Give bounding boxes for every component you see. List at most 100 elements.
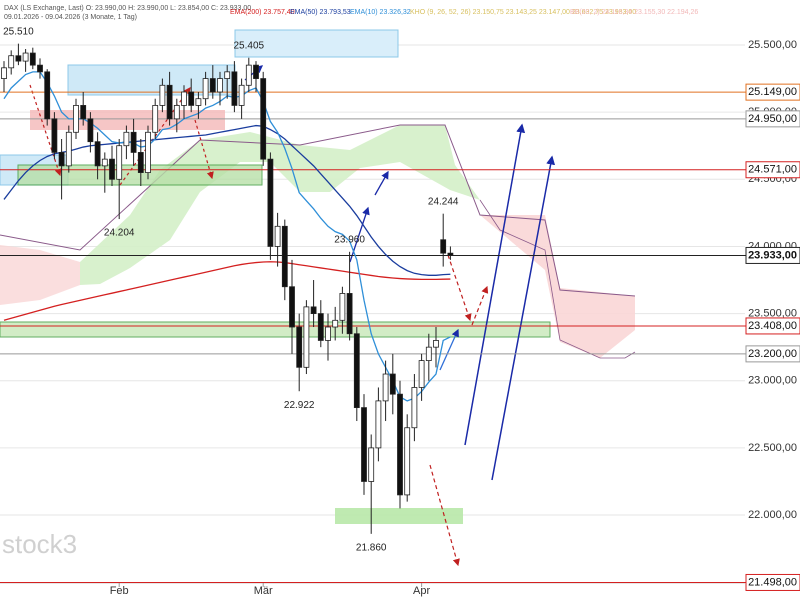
candle-body <box>238 84 245 106</box>
x-tick-label: Mär <box>254 585 273 597</box>
y-tick-label: 22.500,00 <box>748 442 797 454</box>
level-label: 24.950,00 <box>748 113 797 125</box>
candle-body <box>137 152 144 173</box>
arrow <box>349 206 370 263</box>
arrow <box>439 328 459 371</box>
candle-body <box>87 118 94 143</box>
level-label: 23.933,00 <box>748 249 797 261</box>
level-label: 21.498,00 <box>748 576 797 588</box>
annotation: 25.510 <box>3 26 34 37</box>
legend-item: EMA(50) 23.793,53 <box>290 9 351 16</box>
candle-body <box>145 131 151 173</box>
candle-body <box>361 407 367 482</box>
level-box <box>745 246 800 264</box>
cloud-green <box>80 125 480 285</box>
candle-body <box>217 78 223 93</box>
candle-body <box>58 152 65 167</box>
candle-body <box>94 141 101 167</box>
candle-body <box>425 346 432 361</box>
candle-body <box>209 78 216 93</box>
candle-body <box>181 91 187 106</box>
candle-body <box>166 84 173 120</box>
candle-body <box>411 387 418 429</box>
cloud-red <box>480 215 635 358</box>
candle-body <box>404 427 411 496</box>
candle-body <box>51 118 58 153</box>
candle-body <box>195 98 202 106</box>
candle-body <box>22 52 29 62</box>
candle-body <box>202 78 209 100</box>
arrow <box>119 87 191 186</box>
candle-body <box>8 55 15 69</box>
candle-body <box>433 340 439 348</box>
arrow <box>374 170 389 196</box>
arrow <box>491 155 556 481</box>
level-label: 23.200,00 <box>748 348 797 360</box>
annotation: 21.860 <box>356 542 387 553</box>
zone-blue <box>234 29 399 58</box>
candle-body <box>281 225 288 288</box>
decor <box>0 29 636 567</box>
candle-body <box>123 131 130 147</box>
annotation: 22.922 <box>284 400 315 411</box>
ema-line <box>3 261 451 321</box>
level-label: 24.571,00 <box>748 164 797 176</box>
arrow <box>29 84 62 177</box>
level-box <box>745 345 800 363</box>
candle-body <box>382 373 389 402</box>
candle-body <box>152 105 159 133</box>
candle-body <box>245 64 252 86</box>
legend-item: EMA(200) 23.757,40 <box>230 9 295 16</box>
watermark: stock3 <box>2 529 77 559</box>
candle-body <box>260 78 267 160</box>
candle-body <box>353 333 360 409</box>
candle-body <box>303 306 310 368</box>
candle-body <box>80 105 87 120</box>
arrow <box>429 464 460 567</box>
candle-body <box>224 71 231 79</box>
candle-body <box>346 293 353 335</box>
x-tick-label: Feb <box>110 585 129 597</box>
level-box <box>745 161 800 179</box>
arrow <box>194 119 214 180</box>
level-label: 23.408,00 <box>748 320 797 332</box>
y-tick-label: 25.500,00 <box>748 39 797 51</box>
candle-body <box>310 306 317 314</box>
lagging-line <box>479 199 636 359</box>
candle-body <box>253 64 259 79</box>
level-box <box>745 83 800 101</box>
candle-body <box>188 91 195 106</box>
candle-body <box>325 326 331 341</box>
annotation: 23.960 <box>334 234 365 245</box>
y-tick-label: 23.000,00 <box>748 375 797 387</box>
candle-body <box>317 313 324 341</box>
candle-body <box>73 105 79 133</box>
candle-body <box>296 326 303 368</box>
x-tick-label: Apr <box>413 585 430 597</box>
candle-body <box>44 71 51 120</box>
candle-body <box>116 145 123 180</box>
legend-item: BB(20, 2) 24.116,34 23.155,30 22.194,26 <box>570 9 698 16</box>
level-label: 25.149,00 <box>748 86 797 98</box>
legend-item: EMA(10) 23.326,32 <box>350 9 411 16</box>
candle-body <box>447 252 454 256</box>
candle-body <box>267 158 274 247</box>
candle-body <box>15 55 22 62</box>
candle-body <box>339 293 346 321</box>
candle-body <box>389 373 396 395</box>
candle-body <box>368 447 375 482</box>
level-box <box>745 573 800 591</box>
candle-body <box>37 64 43 73</box>
zone-red <box>30 110 225 130</box>
candle-body <box>375 400 382 449</box>
candle-body <box>65 131 72 167</box>
candle-body <box>29 52 36 66</box>
cloud-red <box>0 245 80 305</box>
level-box <box>745 317 800 335</box>
arrow <box>464 123 526 446</box>
candle-body <box>130 131 137 153</box>
candle-body <box>289 286 295 328</box>
candle-body <box>418 360 425 388</box>
zone-green <box>0 321 551 338</box>
